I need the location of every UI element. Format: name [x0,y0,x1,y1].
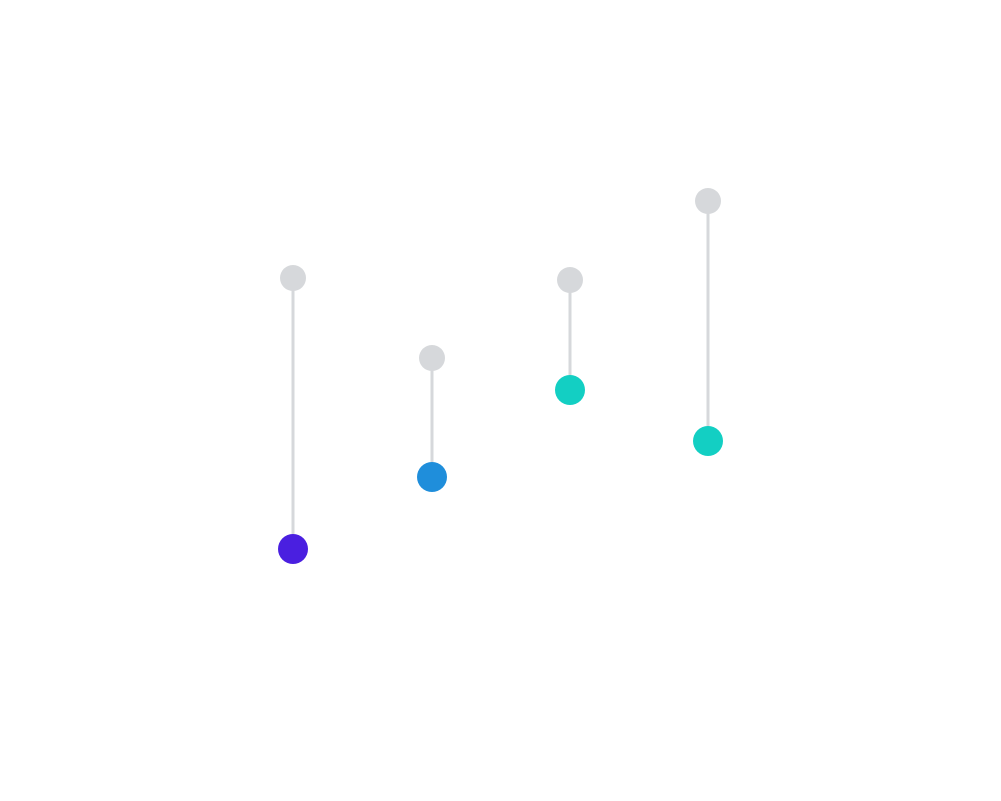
bottom-dot-2 [555,375,585,405]
bottom-dot-1 [417,462,447,492]
bottom-dot-0 [278,534,308,564]
lollipop-chart [0,0,1001,801]
top-dot-3 [695,188,721,214]
top-dot-0 [280,265,306,291]
bottom-dot-3 [693,426,723,456]
top-dot-1 [419,345,445,371]
top-dot-2 [557,267,583,293]
